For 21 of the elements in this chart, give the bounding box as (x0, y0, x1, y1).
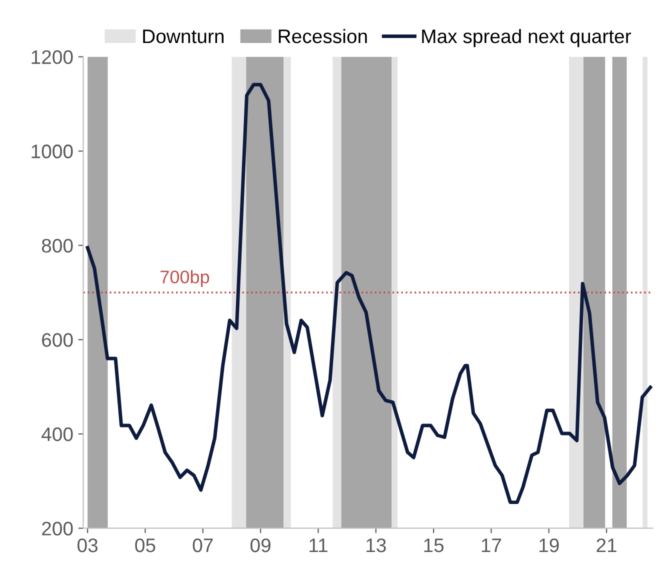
legend-label: Recession (278, 28, 367, 44)
x-tick-label: 03 (78, 538, 98, 552)
x-tick-label: 09 (250, 538, 270, 552)
y-tick-label: 1200 (32, 50, 73, 64)
x-tick-label: 17 (482, 538, 502, 552)
x-tick-label: 11 (310, 538, 328, 552)
y-tick-label: 400 (42, 427, 73, 442)
x-tick-label: 15 (424, 538, 444, 552)
x-tick-label: 21 (596, 538, 616, 552)
y-tick-label: 1000 (32, 144, 73, 158)
x-tick-label: 13 (366, 538, 386, 552)
ref-line-label: 700bp (160, 270, 210, 287)
y-tick-label: 800 (42, 238, 73, 253)
legend-label: Max spread next quarter (422, 28, 631, 48)
line-series (86, 82, 652, 504)
x-tick-label: 19 (540, 538, 559, 552)
x-tick-label: 07 (192, 538, 213, 552)
x-tick-label: 05 (135, 538, 156, 552)
y-tick-label: 600 (42, 333, 73, 347)
y-tick-label: 200 (42, 522, 73, 536)
legend-label: Downturn (143, 30, 224, 44)
